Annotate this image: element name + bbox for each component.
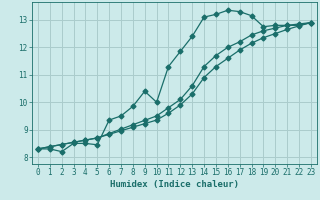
X-axis label: Humidex (Indice chaleur): Humidex (Indice chaleur) [110,180,239,189]
